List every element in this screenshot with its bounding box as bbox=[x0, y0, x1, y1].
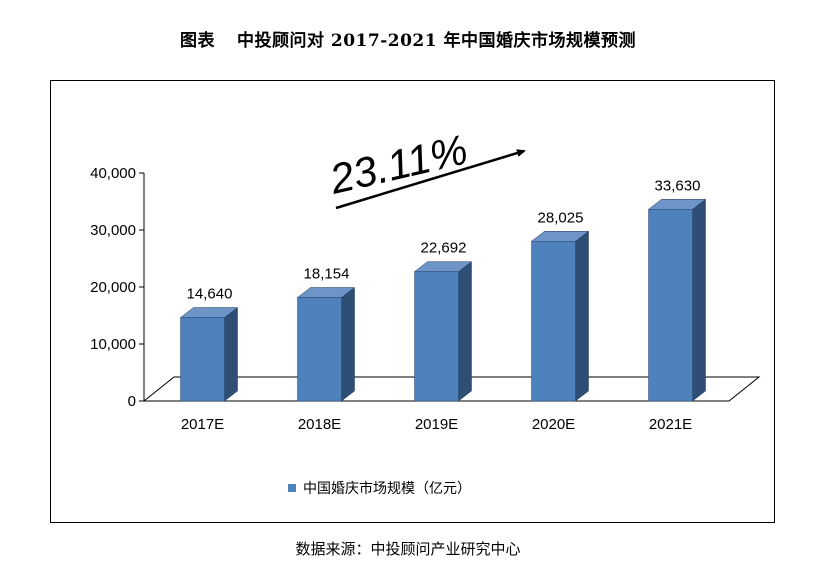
x-tick-label: 2018E bbox=[298, 416, 341, 433]
bar-group bbox=[530, 230, 590, 402]
growth-rate-label: 23.11% bbox=[324, 126, 471, 203]
growth-arrow bbox=[335, 149, 526, 210]
bar bbox=[648, 209, 693, 402]
chart-title-label: 图表 bbox=[179, 31, 215, 51]
data-label: 22,692 bbox=[421, 240, 467, 257]
y-tick-label: 20,000 bbox=[90, 279, 136, 296]
bar bbox=[414, 271, 459, 402]
data-label: 33,630 bbox=[655, 177, 701, 194]
bar-side bbox=[575, 230, 589, 402]
data-label: 18,154 bbox=[304, 266, 350, 283]
x-tick-label: 2021E bbox=[649, 416, 692, 433]
y-tick-label: 40,000 bbox=[90, 165, 136, 182]
y-tick-label: 30,000 bbox=[90, 222, 136, 239]
bar bbox=[297, 297, 342, 402]
y-tick-label: 10,000 bbox=[90, 336, 136, 353]
legend-swatch bbox=[288, 484, 296, 492]
bar-group bbox=[296, 287, 356, 402]
bar-side bbox=[224, 307, 238, 402]
bar bbox=[531, 241, 576, 402]
data-label: 14,640 bbox=[187, 286, 233, 303]
bar-side bbox=[692, 198, 706, 402]
chart-title-text: 中投顾问对 2017-2021 年中国婚庆市场规模预测 bbox=[236, 31, 637, 51]
chart-frame: 0 10,000 20,000 30,000 40,000 14,640 2017E 18,… bbox=[50, 80, 775, 523]
legend-label: 中国婚庆市场规模（亿元） bbox=[303, 480, 471, 496]
bar-group bbox=[647, 198, 707, 402]
chart-title: 图表 中投顾问对 2017-2021 年中国婚庆市场规模预测 bbox=[0, 26, 816, 51]
bar-chart: 0 10,000 20,000 30,000 40,000 14,640 2017E 18,… bbox=[90, 126, 761, 496]
data-label: 28,025 bbox=[538, 209, 584, 226]
bar-side bbox=[341, 287, 355, 402]
data-source: 数据来源：中投顾问产业研究中心 bbox=[295, 540, 521, 558]
bar-group bbox=[179, 307, 239, 402]
bar bbox=[180, 317, 225, 402]
bar-side bbox=[458, 261, 472, 402]
y-tick-label: 0 bbox=[128, 393, 136, 410]
x-tick-label: 2020E bbox=[532, 416, 575, 433]
bar-group bbox=[413, 261, 473, 402]
x-tick-label: 2017E bbox=[181, 416, 224, 433]
x-tick-label: 2019E bbox=[415, 416, 458, 433]
